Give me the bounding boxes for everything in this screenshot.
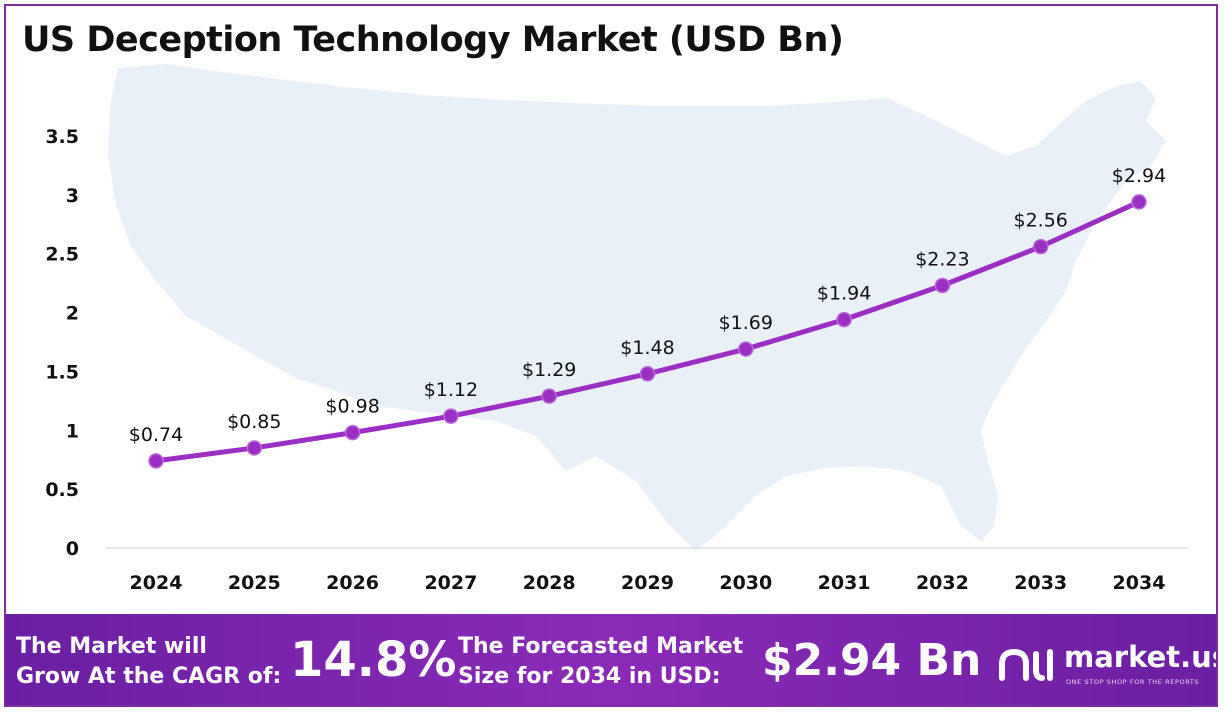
data-label: $2.94 [1112, 165, 1166, 187]
y-tick-label: 3.5 [45, 126, 79, 148]
y-tick-label: 0.5 [45, 479, 79, 501]
us-map-silhouette [108, 64, 1166, 551]
data-point [836, 311, 852, 328]
x-tick-label: 2029 [621, 572, 674, 594]
data-label: $0.74 [129, 424, 183, 446]
x-tick-label: 2034 [1113, 572, 1166, 594]
x-tick-label: 2027 [424, 572, 477, 594]
data-label: $1.12 [424, 379, 478, 401]
data-label: $1.48 [620, 337, 674, 359]
data-point [1131, 194, 1147, 210]
x-tick-label: 2024 [130, 572, 183, 594]
footer-banner: The Market will Grow At the CAGR of: 14.… [6, 614, 1216, 705]
data-label: $0.85 [227, 411, 281, 433]
chart-title: US Deception Technology Market (USD Bn) [22, 20, 844, 60]
x-tick-label: 2025 [228, 572, 281, 594]
line-chart: 0 0.5 1 1.5 2 2.5 3 3.5 2024 2025 2026 2027 2028 2029… [45, 64, 1188, 594]
x-tick-label: 2031 [818, 572, 871, 594]
data-point [443, 408, 459, 424]
data-label: $1.94 [817, 283, 871, 305]
x-tick-label: 2026 [326, 572, 379, 594]
data-label: $0.98 [325, 396, 379, 418]
forecast-value: $2.94 Bn [762, 635, 982, 686]
data-label: $1.69 [719, 312, 773, 334]
y-tick-label: 0 [66, 538, 79, 560]
forecast-label: The Forecasted Market Size for 2034 in U… [458, 634, 744, 689]
y-tick-label: 3 [66, 185, 79, 207]
x-tick-label: 2032 [916, 572, 969, 594]
y-tick-label: 1 [66, 420, 79, 442]
x-tick-label: 2033 [1014, 572, 1067, 594]
market-us-logo-icon [999, 648, 1053, 681]
y-tick-label: 2 [66, 303, 79, 325]
y-tick-label: 1.5 [45, 361, 79, 383]
chart-frame: 0 0.5 1 1.5 2 2.5 3 3.5 2024 2025 2026 2027 2028 2029… [4, 4, 1218, 707]
data-point [1032, 238, 1049, 255]
brand-logo: market.us ONE STOP SHOP FOR THE REPORTS [996, 634, 1216, 694]
data-point [738, 341, 754, 357]
x-tick-label: 2028 [523, 572, 576, 594]
x-tick-label: 2030 [719, 572, 772, 594]
y-tick-label: 2.5 [45, 244, 79, 266]
cagr-label: The Market will Grow At the CAGR of: [16, 634, 282, 689]
data-label: $2.56 [1013, 210, 1067, 232]
brand-name: market.us [1064, 640, 1218, 674]
data-label: $2.23 [915, 248, 969, 270]
data-point [541, 388, 557, 404]
data-point [934, 277, 951, 294]
brand-tagline: ONE STOP SHOP FOR THE REPORTS [1066, 678, 1200, 686]
data-point [344, 424, 361, 441]
cagr-value: 14.8% [290, 632, 457, 688]
data-label: $1.29 [522, 359, 576, 381]
data-point [148, 453, 164, 469]
data-point [639, 366, 656, 382]
data-point [246, 440, 263, 456]
